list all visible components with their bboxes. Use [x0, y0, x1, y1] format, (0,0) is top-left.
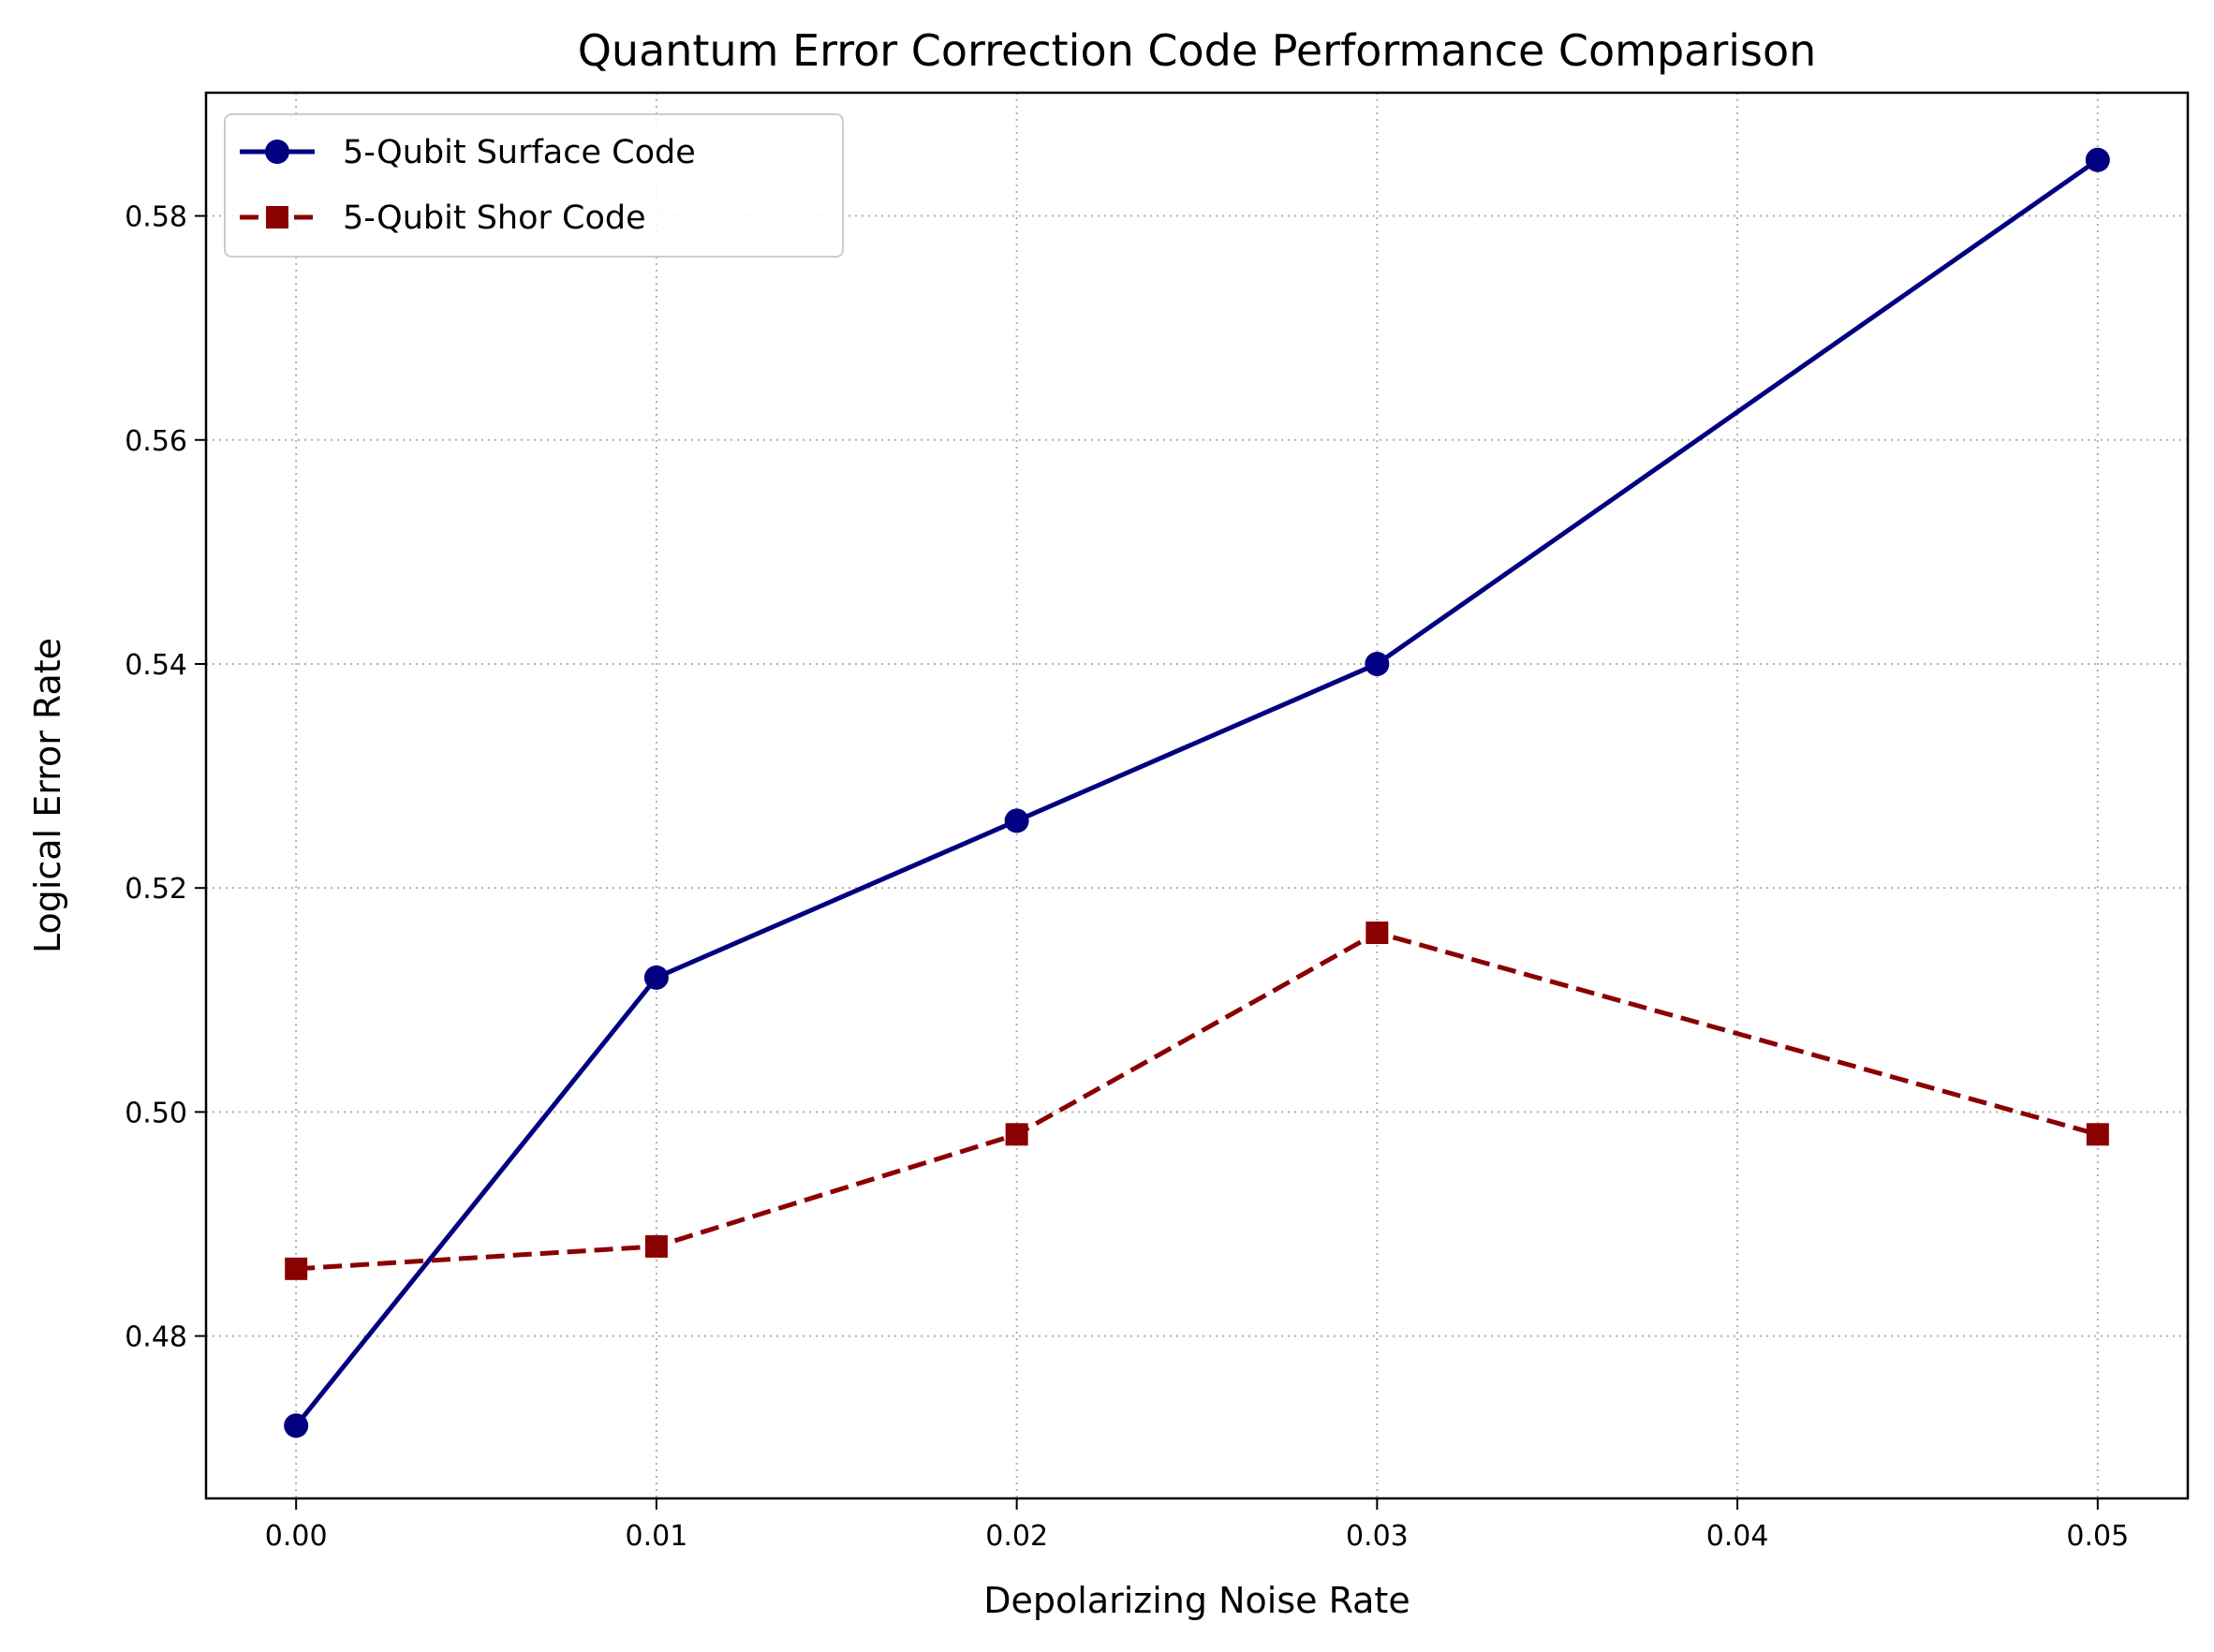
series-1-point — [643, 965, 669, 990]
series-2-point — [2086, 1123, 2109, 1146]
x-tick-label: 0.05 — [2066, 1520, 2129, 1553]
x-tick-label: 0.03 — [1346, 1520, 1409, 1553]
y-axis-label: Logical Error Rate — [27, 638, 68, 953]
series-1-point — [2085, 147, 2110, 172]
x-tick-label: 0.02 — [985, 1520, 1048, 1553]
y-tick-label: 0.50 — [125, 1097, 187, 1129]
grid-layer — [206, 93, 2188, 1498]
y-tick-label: 0.56 — [125, 425, 187, 458]
y-tick-label: 0.52 — [125, 873, 187, 906]
series-1-point — [284, 1413, 309, 1438]
x-tick-label: 0.04 — [1706, 1520, 1769, 1553]
x-tick-label: 0.01 — [626, 1520, 688, 1553]
series-layer — [284, 147, 2110, 1438]
series-1-point — [1004, 808, 1029, 833]
legend-box — [224, 113, 844, 258]
y-tick-label: 0.48 — [125, 1321, 187, 1354]
legend-swatch-marker-1 — [265, 140, 289, 164]
series-1-point — [1365, 651, 1390, 676]
legend: 5-Qubit Surface Code 5-Qubit Shor Code — [224, 113, 844, 258]
y-tick-label: 0.58 — [125, 201, 187, 234]
series-2-point — [644, 1234, 668, 1258]
series-2-point — [1005, 1123, 1028, 1146]
x-tick-label: 0.00 — [265, 1520, 328, 1553]
series-2-point — [285, 1257, 308, 1280]
plot-frame — [204, 91, 2190, 1500]
series-2-point — [1365, 922, 1389, 945]
legend-swatch-marker-2 — [266, 206, 288, 229]
ticks-layer: 0.00 0.01 0.02 0.03 0.04 0.05 0.48 0.50 0.52 0.54… — [125, 201, 2129, 1553]
x-axis-label: Depolarizing Noise Rate — [983, 1580, 1410, 1621]
legend-label-1: 5-Qubit Surface Code — [343, 134, 696, 171]
y-tick-label: 0.54 — [125, 649, 187, 682]
chart-title: Quantum Error Correction Code Performanc… — [578, 25, 1817, 76]
legend-label-2: 5-Qubit Shor Code — [343, 199, 646, 237]
